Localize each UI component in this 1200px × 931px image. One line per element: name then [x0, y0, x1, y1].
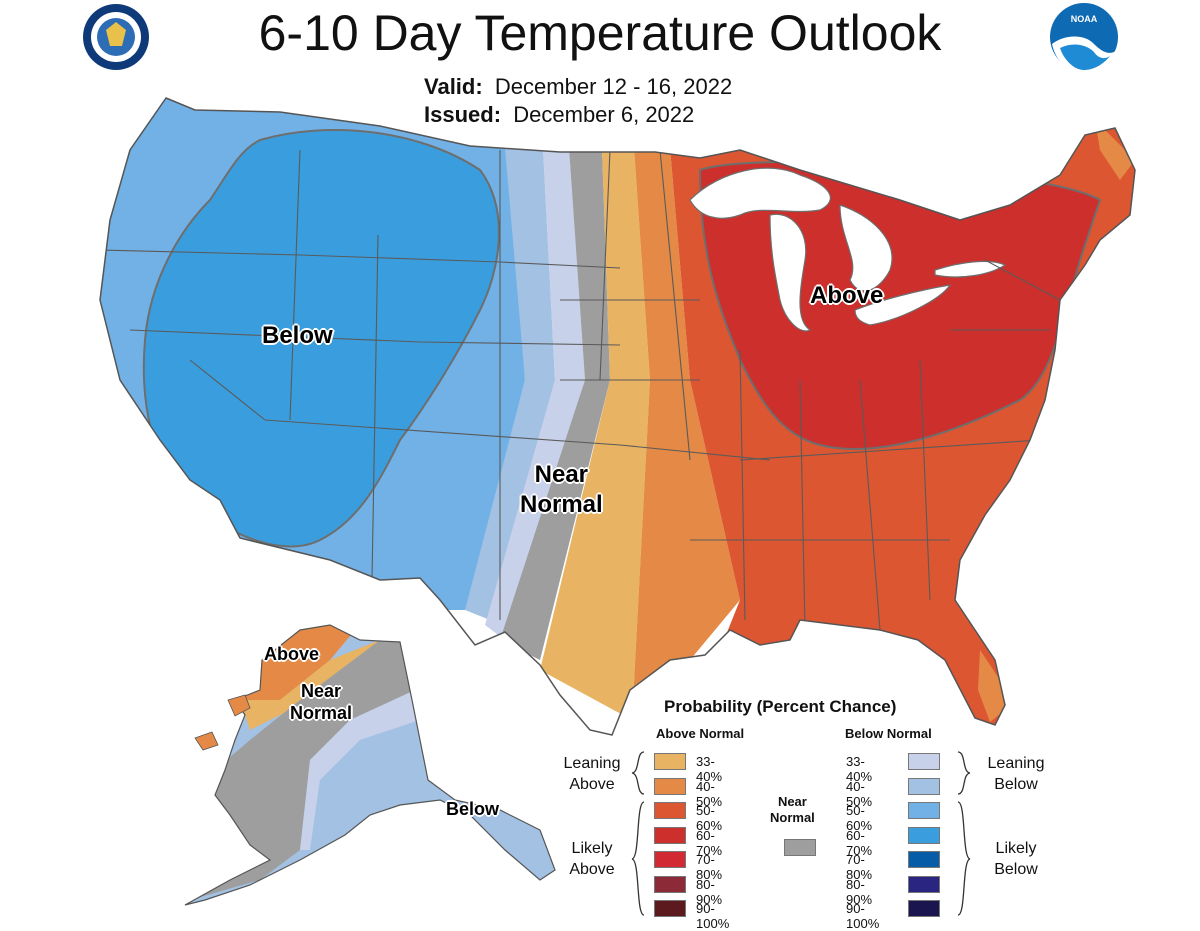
legend-above-swatch — [654, 900, 686, 917]
legend-below-range: 60-70% — [846, 827, 873, 858]
legend-above-swatch — [654, 777, 686, 795]
legend-leaning-below-1: Leaning — [987, 755, 1045, 772]
great-lakes — [689, 167, 1007, 332]
legend-leaning-below-2: Below — [994, 776, 1038, 793]
legend-below-range: 80-90% — [846, 876, 873, 907]
noaa-logo-icon: NOAA — [1050, 3, 1118, 72]
label-ak-near-normal: Near Normal — [290, 680, 352, 724]
legend-below-swatch — [908, 875, 940, 893]
legend-above-range: 60-70% — [696, 827, 723, 858]
legend-above-swatch — [654, 802, 686, 819]
label-ak-above: Above — [264, 644, 320, 664]
legend-above-range: 40-50% — [696, 778, 723, 809]
state-borders — [100, 149, 1061, 631]
legend-below-header: Below Normal — [845, 726, 932, 741]
legend-above-range: 33-40% — [696, 754, 723, 784]
legend-above-swatch — [654, 826, 686, 844]
label-conus-near-normal: Near Normal — [520, 460, 603, 520]
legend-below-swatch — [908, 900, 940, 917]
valid-line: Valid: December 12 - 16, 2022 — [424, 74, 732, 100]
legend-below-swatch — [908, 802, 940, 819]
svg-text:NOAA: NOAA — [1071, 14, 1098, 24]
legend-leaning-above-1: Leaning — [563, 755, 621, 772]
valid-label: Valid: — [424, 74, 483, 99]
legend-below-swatch — [908, 753, 940, 770]
legend-near-normal: Near Normal — [770, 794, 815, 826]
legend-below-range: 50-60% — [846, 803, 873, 833]
issued-label: Issued: — [424, 102, 502, 127]
legend-below-swatch — [908, 851, 940, 868]
label-ak-near-2: Normal — [290, 703, 353, 723]
legend-above-swatch — [654, 851, 686, 868]
legend-below-range: 33-40% — [846, 754, 873, 784]
legend-near-normal-1: Near — [777, 794, 807, 809]
label-conus-near-1: Near — [534, 461, 589, 488]
legend-below-range: 70-80% — [846, 852, 873, 882]
label-conus-below: Below — [262, 322, 333, 349]
valid-dates: December 12 - 16, 2022 — [494, 74, 733, 99]
legend-likely-above-2: Above — [569, 861, 615, 878]
legend-below-swatch — [908, 777, 940, 795]
legend-below-range: 40-50% — [846, 778, 873, 809]
legend-leaning-above-2: Above — [569, 776, 615, 793]
issued-line: Issued: December 6, 2022 — [424, 102, 694, 128]
label-conus-near-2: Normal — [520, 491, 603, 518]
legend-above-swatch — [654, 875, 686, 893]
legend-above-range: 50-60% — [696, 803, 723, 833]
legend-leaning-above: Leaning Above — [552, 753, 632, 795]
commerce-seal-icon — [83, 4, 149, 70]
legend-near-normal-swatch — [784, 839, 816, 856]
label-ak-near-1: Near — [300, 681, 342, 701]
legend-likely-below-2: Below — [994, 861, 1038, 878]
legend-above-header: Above Normal — [656, 726, 745, 741]
legend-likely-above-1: Likely — [571, 840, 613, 857]
legend-below-swatch — [908, 826, 940, 844]
label-ak-below: Below — [446, 799, 500, 819]
legend-above-range: 70-80% — [696, 852, 723, 882]
issued-date: December 6, 2022 — [513, 102, 695, 127]
page-title: 6-10 Day Temperature Outlook — [258, 5, 942, 61]
legend-above-swatch — [654, 753, 686, 770]
legend-leaning-below: Leaning Below — [976, 753, 1056, 795]
legend-likely-above: Likely Above — [552, 838, 632, 880]
legend-near-normal-2: Normal — [770, 810, 815, 825]
legend-above-range: 80-90% — [696, 876, 723, 907]
legend-likely-below-1: Likely — [995, 840, 1037, 857]
legend-title: Probability (Percent Chance) — [664, 697, 897, 716]
label-conus-above: Above — [810, 282, 884, 309]
legend-likely-below: Likely Below — [976, 838, 1056, 880]
